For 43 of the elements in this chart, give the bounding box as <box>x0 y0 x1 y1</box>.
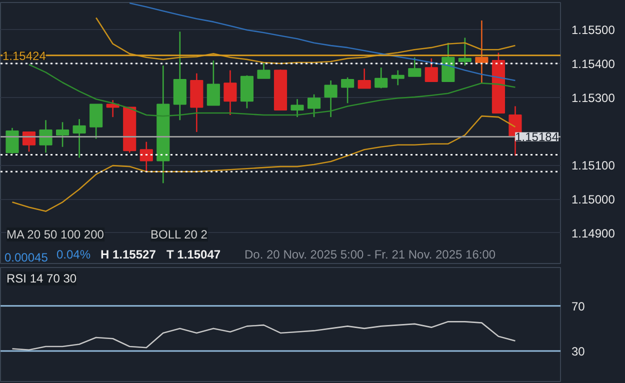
y-tick-label: 1.15300 <box>572 90 616 105</box>
line-series <box>95 17 516 64</box>
candlestick <box>358 68 371 89</box>
candlestick <box>206 60 220 106</box>
annotation: 0.00045 <box>4 250 48 264</box>
candlestick <box>458 37 472 66</box>
candlestick <box>90 104 103 140</box>
candlestick <box>475 20 488 84</box>
candlestick <box>39 119 52 154</box>
line-series <box>12 321 516 351</box>
candlestick <box>424 58 438 82</box>
candlestick <box>374 66 388 89</box>
candlestick <box>391 70 404 86</box>
candlestick <box>140 141 153 172</box>
candlestick <box>257 62 270 80</box>
ref-line-label: 1.15184 <box>515 130 559 144</box>
candlestick <box>307 94 321 118</box>
candlestick <box>56 122 70 148</box>
annotation: RSI 14 70 30 <box>6 272 77 286</box>
annotation: MA 20 50 100 200 <box>6 228 104 242</box>
y-tick-label: 70 <box>572 299 586 314</box>
candlestick <box>290 98 304 118</box>
line-series <box>128 2 516 82</box>
candlestick <box>324 80 338 118</box>
y-tick-label: 30 <box>572 344 586 359</box>
y-tick-label: 1.15400 <box>572 57 616 72</box>
y-tick-label: 1.14900 <box>572 226 616 240</box>
candlestick <box>224 70 237 116</box>
annotation: BOLL 20 2 <box>150 228 208 242</box>
line-series <box>28 64 516 117</box>
ref-line-label: 1.15424 <box>2 48 46 63</box>
y-tick-label: 1.15500 <box>572 23 616 38</box>
annotation: H 1.15527 <box>100 248 156 262</box>
candlestick <box>22 131 36 152</box>
candlestick <box>6 127 19 154</box>
annotation: 0.04% <box>56 248 91 262</box>
candlestick <box>72 118 86 158</box>
y-tick-label: 1.15100 <box>572 158 616 173</box>
candlestick <box>341 76 354 104</box>
y-tick-label: 1.15000 <box>572 192 616 207</box>
annotation: T 1.15047 <box>166 248 221 262</box>
candlestick <box>408 56 422 78</box>
annotation: Do. 20 Nov. 2025 5:00 - Fr. 21 Nov. 2025 16:00 <box>244 248 496 262</box>
